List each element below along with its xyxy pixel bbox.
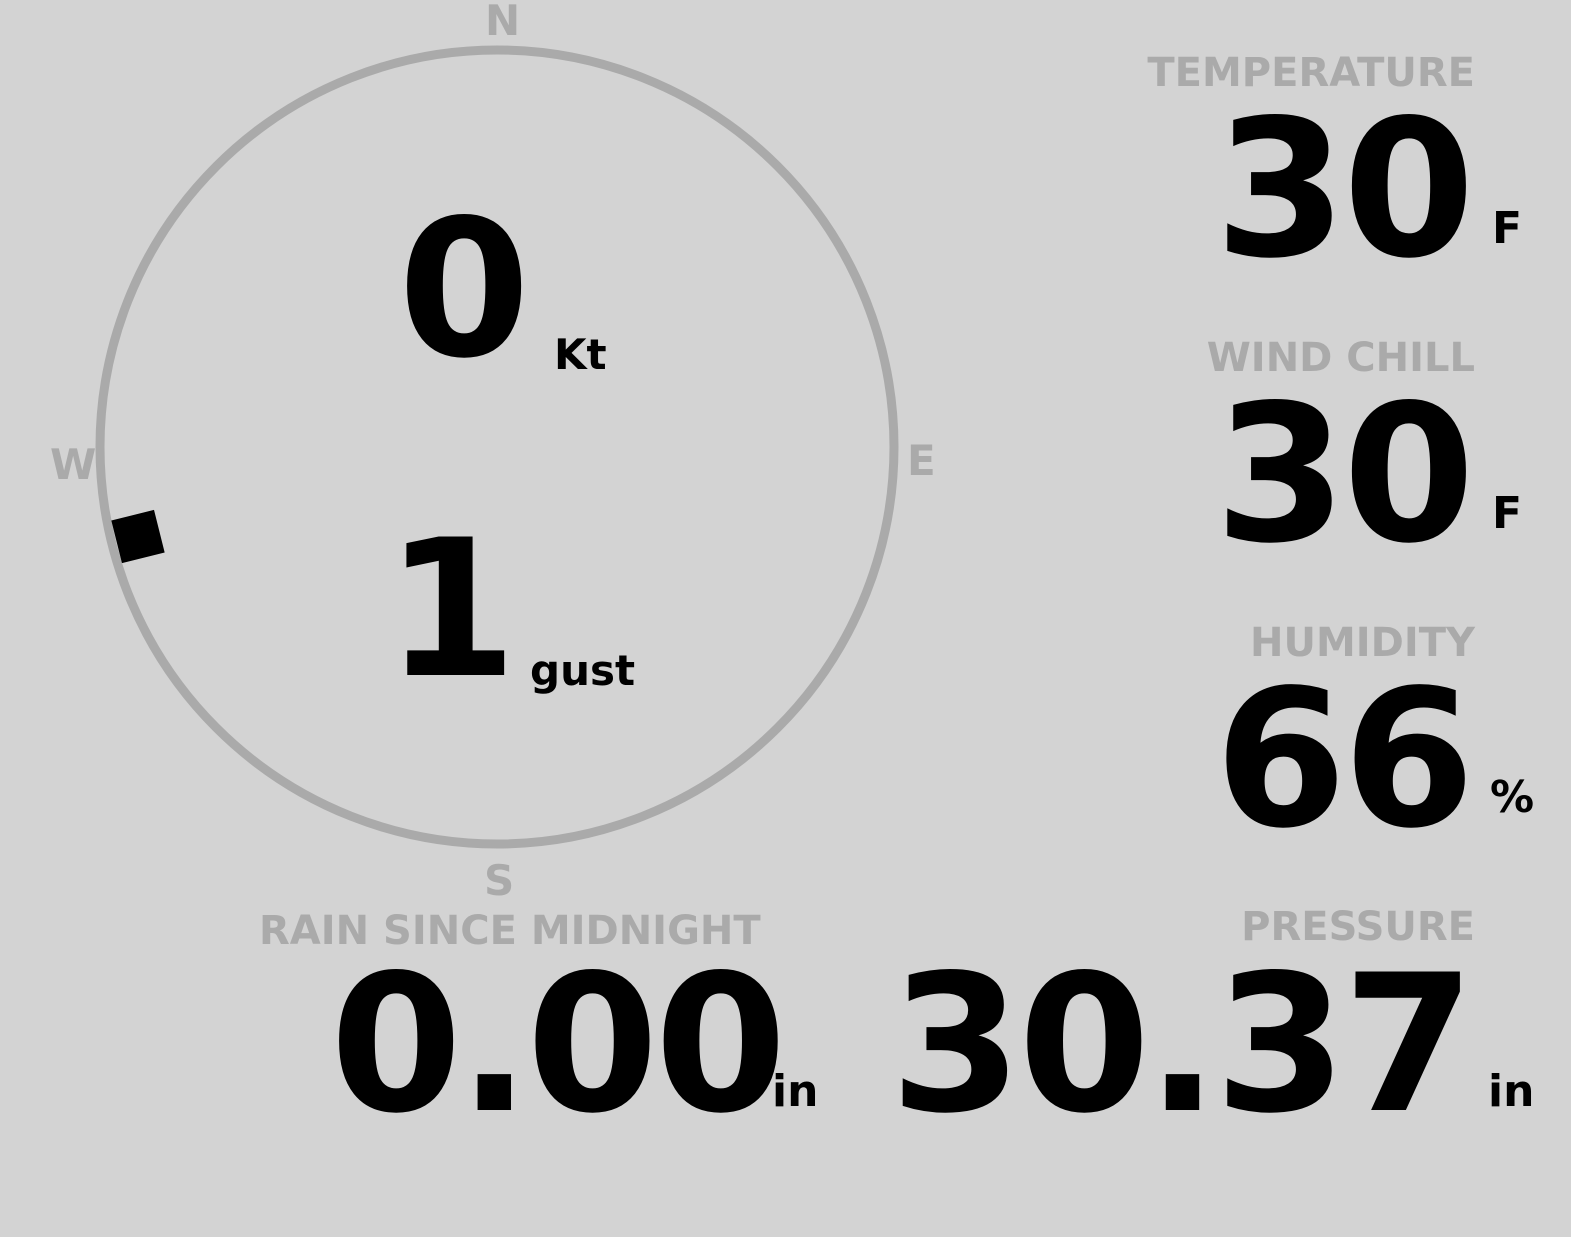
rain-value: 0.00 xyxy=(330,934,787,1155)
wind-speed-unit: Kt xyxy=(554,330,607,379)
wind-direction-pointer xyxy=(111,509,165,564)
wind-gust-value: 1 xyxy=(385,499,517,720)
temperature-unit: F xyxy=(1492,203,1523,254)
rain-label: RAIN SINCE MIDNIGHT xyxy=(259,908,761,954)
wind-speed-value: 0 xyxy=(398,179,530,400)
humidity-value: 66 xyxy=(1214,649,1475,870)
pressure-value: 30.37 xyxy=(890,934,1475,1155)
wind-gust-unit: gust xyxy=(530,646,636,695)
compass-ring xyxy=(95,45,899,849)
wind-chill-unit: F xyxy=(1492,488,1523,539)
wind-chill-label: WIND CHILL xyxy=(1206,335,1475,381)
rain-unit: in xyxy=(772,1066,819,1117)
compass-west: W xyxy=(50,440,97,489)
compass-north: N xyxy=(485,0,521,45)
temperature-label: TEMPERATURE xyxy=(1147,50,1475,96)
wind-chill-value: 30 xyxy=(1214,364,1475,585)
compass-east: E xyxy=(907,436,936,485)
pressure-label: PRESSURE xyxy=(1241,904,1475,950)
compass-south: S xyxy=(484,856,515,905)
humidity-label: HUMIDITY xyxy=(1250,620,1475,666)
humidity-unit: % xyxy=(1490,772,1535,823)
temperature-value: 30 xyxy=(1214,79,1475,300)
pressure-unit: in xyxy=(1488,1066,1535,1117)
